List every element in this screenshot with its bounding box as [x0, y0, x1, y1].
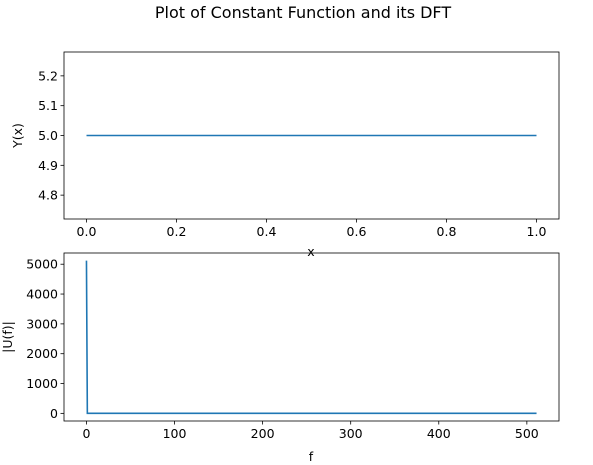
y-tick-label: 5.0 [38, 128, 58, 143]
top-x-axis-label: x [307, 244, 314, 259]
y-tick-label: 4.8 [38, 188, 58, 203]
y-tick-label: 1000 [26, 376, 58, 391]
y-tick-label: 5.1 [38, 98, 58, 113]
x-tick-label: 300 [339, 426, 363, 441]
x-tick-label: 0.4 [257, 224, 277, 239]
x-tick-label: 200 [251, 426, 275, 441]
figure-title: Plot of Constant Function and its DFT [155, 3, 451, 22]
y-tick-label: 5.2 [38, 68, 58, 83]
x-tick-label: 0 [82, 426, 90, 441]
top-y-axis-label: Y(x) [10, 123, 25, 149]
top-x-ticks: 0.0 0.2 0.4 0.6 0.8 1.0 [77, 219, 547, 239]
bottom-y-ticks: 0 1000 2000 3000 4000 5000 [26, 257, 64, 421]
y-tick-label: 4.9 [38, 158, 58, 173]
bottom-y-axis-label: |U(f)| [0, 321, 15, 353]
y-tick-label: 2000 [26, 346, 58, 361]
y-tick-label: 5000 [26, 257, 58, 272]
x-tick-label: 0.0 [77, 224, 97, 239]
y-tick-label: 0 [50, 406, 58, 421]
y-tick-label: 4000 [26, 287, 58, 302]
x-tick-label: 400 [427, 426, 451, 441]
x-tick-label: 0.2 [167, 224, 187, 239]
bottom-x-axis-label: f [309, 449, 314, 464]
x-tick-label: 500 [515, 426, 539, 441]
y-tick-label: 3000 [26, 316, 58, 331]
x-tick-label: 0.6 [347, 224, 367, 239]
bottom-axes-frame [63, 252, 560, 422]
bottom-x-ticks: 0 100 200 300 400 500 [82, 421, 539, 441]
x-tick-label: 1.0 [527, 224, 547, 239]
x-tick-label: 100 [163, 426, 187, 441]
x-tick-label: 0.8 [437, 224, 457, 239]
top-subplot: 0.0 0.2 0.4 0.6 0.8 1.0 4.8 4.9 5.0 5.1 5.2 x Y(x… [10, 51, 560, 259]
bottom-series-line [85, 260, 537, 415]
bottom-subplot: 0 100 200 300 400 500 0 1000 2000 3000 4000 5000 f… [0, 252, 560, 464]
top-y-ticks: 4.8 4.9 5.0 5.1 5.2 [38, 68, 64, 203]
